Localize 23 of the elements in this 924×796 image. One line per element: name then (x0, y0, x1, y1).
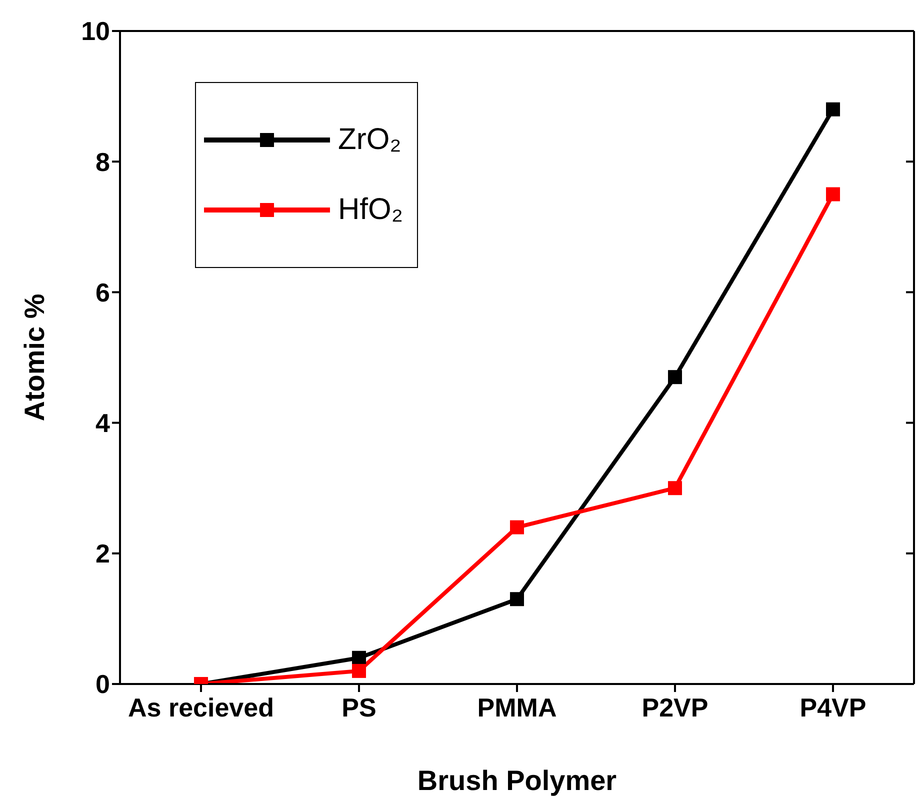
point (510, 520, 524, 534)
point (352, 664, 366, 678)
y-tick-label: 6 (96, 277, 110, 308)
point (510, 592, 524, 606)
x-axis-title: Brush Polymer (417, 765, 617, 796)
y-tick-label: 0 (96, 669, 110, 700)
x-tick-label: PMMA (477, 692, 557, 722)
y-tick-label: 2 (96, 538, 110, 569)
y-tick-label: 4 (96, 408, 111, 438)
x-tick-label: As recieved (128, 692, 274, 722)
point (668, 370, 682, 384)
point (668, 481, 682, 496)
point (826, 187, 840, 202)
legend-label: HfO₂ (338, 193, 403, 227)
x-tick-label: P4VP (800, 692, 866, 722)
x-tick-label: P2VP (642, 692, 708, 722)
y-tick-label: 10 (81, 16, 110, 46)
x-tick-label: PS (342, 692, 376, 722)
legend-label: ZrO₂ (338, 123, 402, 157)
point (826, 102, 840, 116)
point (352, 650, 366, 665)
y-axis-title: Atomic % (19, 294, 50, 422)
y-tick-label: 8 (96, 146, 110, 177)
